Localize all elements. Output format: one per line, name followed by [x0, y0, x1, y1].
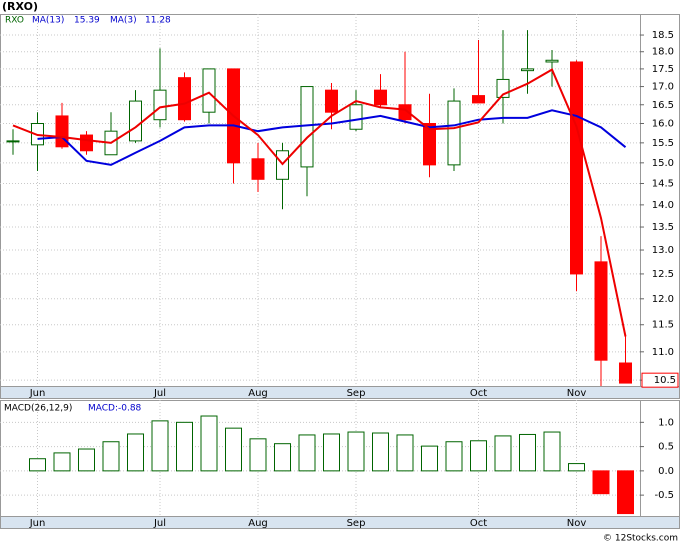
y-tick-label: 14.5 — [652, 178, 674, 189]
y-tick-label: -0.5 — [654, 490, 674, 501]
macd-bar — [200, 415, 218, 472]
macd-legend: MACD(26,12,9) — [4, 404, 72, 414]
candle-body — [129, 100, 142, 142]
candle-body — [570, 61, 583, 275]
y-tick-label: 13.5 — [652, 222, 674, 233]
y-tick-label: 18.0 — [652, 47, 674, 58]
x-tick-label: Jun — [29, 518, 46, 529]
macd-bar — [127, 433, 144, 472]
macd-value: -0.88 — [118, 404, 142, 414]
x-tick-label: Aug — [248, 388, 268, 399]
macd-bar — [347, 431, 365, 472]
y-tick-label: 16.5 — [652, 100, 674, 111]
macd-bar — [78, 448, 95, 472]
footer: © 12Stocks.com — [603, 534, 678, 544]
macd-bar — [396, 434, 414, 472]
candle-body — [447, 100, 461, 166]
macd-bar — [323, 433, 340, 472]
y-tick-label: 13.0 — [652, 245, 674, 256]
legend-value: 11.28 — [145, 16, 171, 26]
macd-bar — [543, 431, 561, 472]
candle-body — [472, 95, 485, 104]
candle-body — [349, 104, 363, 130]
x-tick-label: Oct — [470, 388, 487, 399]
macd-bar — [421, 445, 438, 472]
y-tick-label: 17.0 — [652, 82, 674, 93]
macd-bar — [249, 438, 267, 472]
macd-bar — [592, 470, 610, 495]
y-tick-label: 18.5 — [652, 30, 674, 41]
macd-bar — [225, 427, 242, 472]
ma-line — [12, 68, 627, 337]
macd-bar — [176, 421, 193, 472]
x-tick-label: Sep — [347, 518, 366, 529]
macd-bar — [53, 452, 71, 472]
legend-value: 15.39 — [74, 16, 100, 26]
macd-bar — [568, 463, 585, 472]
candle-body — [251, 158, 265, 180]
macd-bar — [298, 434, 316, 472]
macd-bar — [494, 435, 512, 472]
y-tick-label: 12.0 — [652, 294, 674, 305]
ma-line — [37, 109, 627, 166]
macd-bar — [372, 432, 389, 472]
x-tick-label: Jun — [29, 388, 46, 399]
x-tick-label: Oct — [470, 518, 487, 529]
candle-body — [423, 123, 436, 166]
candle-body — [6, 140, 20, 143]
x-tick-label: Nov — [567, 518, 587, 529]
x-tick-label: Jul — [153, 388, 166, 399]
x-tick-label: Sep — [347, 388, 366, 399]
y-tick-label: 17.5 — [652, 64, 674, 75]
macd-bar — [151, 420, 169, 472]
x-tick-label: Jul — [153, 518, 166, 529]
x-tick-label: Aug — [248, 518, 268, 529]
x-tick-label: Nov — [567, 388, 587, 399]
candle-body — [178, 77, 191, 121]
candle-body — [374, 89, 387, 106]
macd-label: MACD: — [88, 404, 118, 414]
macd-bar — [445, 441, 463, 472]
candle-body — [619, 362, 632, 384]
y-tick-label: 14.0 — [652, 200, 674, 211]
macd-bar — [102, 441, 120, 472]
y-tick-label: 0.0 — [658, 466, 674, 477]
y-tick-label: 0.5 — [658, 442, 674, 453]
legend-ticker: RXO — [5, 16, 24, 26]
candle-body — [325, 89, 338, 113]
candle-body — [521, 68, 534, 72]
y-tick-label: 16.0 — [652, 119, 674, 130]
candle-body — [594, 261, 608, 361]
candle-body — [153, 89, 167, 121]
y-tick-label: 1.0 — [658, 417, 674, 428]
candle-body — [80, 134, 93, 152]
macd-bar — [519, 433, 536, 472]
y-tick-label: 11.0 — [652, 347, 674, 358]
candle-body — [545, 59, 559, 63]
macd-bar — [274, 443, 291, 472]
legend-name: MA(13) — [32, 16, 64, 26]
legend-name: MA(3) — [110, 16, 137, 26]
y-tick-label: 15.0 — [652, 158, 674, 169]
header: (RXO) — [2, 0, 38, 13]
last-price: 10.5 — [654, 375, 676, 386]
macd-bar — [29, 458, 46, 472]
y-tick-label: 12.5 — [652, 269, 674, 280]
y-tick-label: 15.5 — [652, 138, 674, 149]
macd-bar — [617, 470, 634, 515]
candle-body — [202, 68, 216, 113]
macd-bar — [470, 440, 487, 472]
y-tick-label: 11.5 — [652, 320, 674, 331]
last-price-box — [641, 372, 679, 388]
